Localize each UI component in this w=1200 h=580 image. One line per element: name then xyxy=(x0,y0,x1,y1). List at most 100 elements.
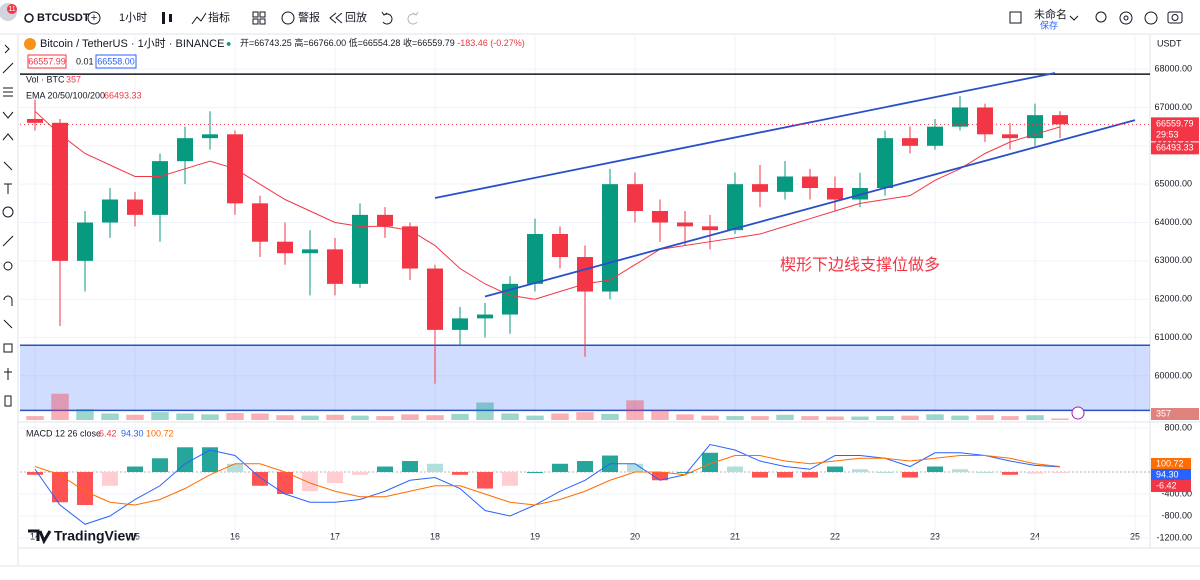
candle-icon[interactable] xyxy=(162,12,165,24)
tool-zoom[interactable] xyxy=(3,261,13,271)
x-tick-label: 21 xyxy=(730,531,740,541)
macd-histogram xyxy=(677,472,693,474)
tool-fib[interactable] xyxy=(3,87,13,97)
volume-bar xyxy=(176,413,194,420)
y-tick-label: 68000.00 xyxy=(1154,64,1192,74)
tool-pattern[interactable] xyxy=(2,111,14,119)
layout-name[interactable]: 未命名 xyxy=(1034,7,1067,21)
y-tick-label: 63000.00 xyxy=(1154,255,1192,265)
candle-body xyxy=(1027,115,1043,139)
add-symbol[interactable] xyxy=(87,11,101,25)
volume-bar xyxy=(401,414,419,420)
fullscreen[interactable] xyxy=(1144,11,1158,25)
candle-body xyxy=(802,176,818,189)
event-marker[interactable] xyxy=(1071,406,1085,420)
macd-signal-last: 100.72 xyxy=(146,428,174,438)
tool-projection[interactable] xyxy=(2,133,14,141)
layout-checkbox[interactable] xyxy=(1009,11,1022,24)
macd-histogram xyxy=(977,472,993,474)
redo-icon[interactable] xyxy=(407,11,419,25)
quick-search[interactable] xyxy=(1095,11,1107,23)
ohlc-item: 开=66743.25 xyxy=(240,38,292,48)
indicator-icon[interactable] xyxy=(191,12,207,25)
tool-visibility[interactable] xyxy=(4,368,12,380)
settings-core xyxy=(1123,15,1129,21)
volume-bar xyxy=(476,402,494,420)
plot-area: 60000.00 61000.00 62000.00 63000.00 64000.00… xyxy=(20,35,1199,545)
candle-body xyxy=(452,318,468,330)
undo-icon[interactable] xyxy=(381,11,393,25)
trend-line xyxy=(484,119,1136,298)
candle-body xyxy=(902,138,918,146)
alert-icon[interactable] xyxy=(281,11,295,25)
currency[interactable]: USDT xyxy=(1157,38,1182,48)
candle-body xyxy=(977,107,993,135)
tool-delete[interactable] xyxy=(4,395,12,407)
macd-histogram xyxy=(552,463,568,473)
volume-tag xyxy=(1151,408,1199,420)
candle-body xyxy=(377,214,393,227)
volume-bar xyxy=(951,415,969,420)
candle-body xyxy=(1052,115,1068,125)
y-tick-label: 60000.00 xyxy=(1154,370,1192,380)
symbol[interactable]: BTCUSDT xyxy=(37,12,90,24)
tool-brush[interactable] xyxy=(3,161,13,171)
volume-bar xyxy=(51,393,69,420)
ohlc-item: 低=66554.28 xyxy=(349,37,401,48)
tool-magnet[interactable] xyxy=(3,295,13,306)
tool-ruler[interactable] xyxy=(2,235,14,247)
volume-bar xyxy=(876,416,894,420)
tool-emoji[interactable] xyxy=(2,206,14,218)
tool-lock-all[interactable] xyxy=(3,343,13,353)
macd-tag xyxy=(1151,480,1191,493)
interval[interactable]: 1小时 xyxy=(119,11,147,24)
candle-body xyxy=(577,257,593,292)
macd-histogram xyxy=(102,472,118,486)
ask-box[interactable] xyxy=(95,54,137,69)
chart-title: Bitcoin / TetherUS · 1小时 · BINANCE xyxy=(40,37,224,50)
y-tick-label: 65000.00 xyxy=(1154,179,1192,189)
volume-bar xyxy=(626,400,644,420)
layout-icon[interactable] xyxy=(252,11,259,18)
save[interactable]: 保存 xyxy=(1040,19,1058,30)
tool-lock[interactable] xyxy=(3,319,13,329)
replay[interactable]: 回放 xyxy=(345,10,367,24)
volume-bar xyxy=(1026,415,1044,420)
brand: TradingView xyxy=(54,528,136,544)
candle-body xyxy=(277,241,293,254)
bid-box[interactable] xyxy=(27,54,67,69)
candle-body xyxy=(177,138,193,162)
x-tick-label: 24 xyxy=(1030,531,1040,541)
candle-body xyxy=(102,199,118,223)
replay-icon[interactable] xyxy=(329,12,343,24)
volume-bar xyxy=(201,414,219,420)
dropdown[interactable] xyxy=(1069,15,1079,21)
macd-tag xyxy=(1151,458,1191,471)
volume-bar xyxy=(501,413,519,420)
ask: 66558.00 xyxy=(97,56,135,66)
macd-histogram xyxy=(277,472,293,495)
candle-body xyxy=(52,122,68,261)
macd-histogram xyxy=(477,472,493,489)
alert[interactable]: 警报 xyxy=(298,10,320,24)
spread: 0.01 xyxy=(76,56,94,66)
volume-bar xyxy=(776,414,794,420)
volume-bar xyxy=(676,414,694,420)
tool-text[interactable] xyxy=(4,183,12,194)
plus: + xyxy=(91,12,97,24)
x-tick-label: 15 xyxy=(130,531,140,541)
volume-bar xyxy=(576,412,594,420)
snapshot[interactable] xyxy=(1167,11,1183,24)
ema-last: 66493.33 xyxy=(104,90,142,100)
tool-cursor[interactable] xyxy=(4,44,10,54)
macd-tick-label: -800.00 xyxy=(1161,510,1192,520)
search-icon[interactable] xyxy=(24,13,34,23)
candle-body xyxy=(602,184,618,292)
indicators[interactable]: 指标 xyxy=(208,10,230,24)
macd-histogram xyxy=(327,472,343,484)
settings[interactable] xyxy=(1119,11,1133,25)
candle-body xyxy=(152,161,168,215)
left-toolbar xyxy=(0,35,18,580)
coin-icon xyxy=(24,38,36,50)
tool-trend[interactable] xyxy=(2,62,14,74)
